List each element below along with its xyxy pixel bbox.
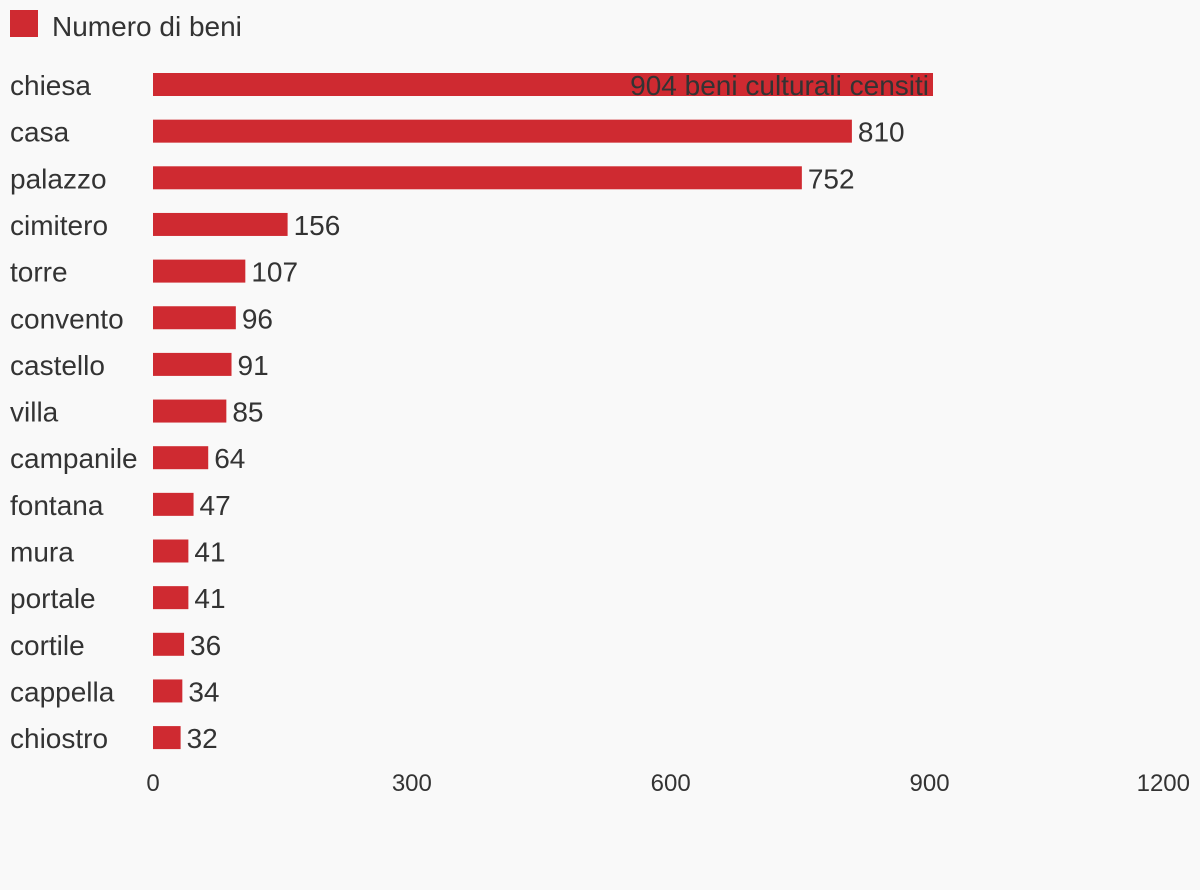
category-label-torre: torre — [10, 257, 68, 288]
category-label-mura: mura — [10, 537, 74, 568]
value-label-cortile: 36 — [190, 630, 221, 661]
bar-chiostro — [153, 726, 181, 750]
value-label-campanile: 64 — [214, 443, 245, 474]
bar-castello — [153, 352, 232, 376]
x-tick-label-1200: 1200 — [1137, 770, 1190, 797]
bar-campanile — [153, 446, 209, 470]
category-label-casa: casa — [10, 117, 70, 148]
x-tick-label-600: 600 — [651, 770, 691, 797]
legend-label: Numero di beni — [52, 11, 242, 42]
legend: Numero di beni — [10, 10, 242, 42]
legend-swatch — [10, 10, 38, 37]
category-label-campanile: campanile — [10, 443, 138, 474]
value-label-torre: 107 — [251, 257, 298, 288]
x-tick-label-0: 0 — [146, 770, 159, 797]
bar-fontana — [153, 492, 194, 516]
value-label-villa: 85 — [232, 397, 263, 428]
bar-cappella — [153, 679, 183, 703]
x-tick-label-900: 900 — [910, 770, 950, 797]
value-label-portale: 41 — [194, 583, 225, 614]
value-label-chiesa: 904 beni culturali censiti — [630, 70, 929, 101]
bar-mura — [153, 539, 189, 563]
value-label-castello: 91 — [238, 350, 269, 381]
bar-portale — [153, 586, 189, 610]
bar-convento — [153, 306, 236, 330]
bar-cimitero — [153, 212, 288, 236]
bar-casa — [153, 119, 852, 143]
value-label-chiostro: 32 — [187, 723, 218, 754]
bar-cortile — [153, 632, 185, 656]
category-label-fontana: fontana — [10, 490, 104, 521]
category-label-cappella: cappella — [10, 676, 115, 707]
x-axis-tick-labels: 0 300 600 900 1200 — [146, 770, 1190, 797]
value-label-convento: 96 — [242, 303, 273, 334]
x-tick-label-300: 300 — [392, 770, 432, 797]
category-label-convento: convento — [10, 303, 124, 334]
bar-chiesa — [153, 73, 933, 96]
category-label-chiostro: chiostro — [10, 723, 108, 754]
bar-palazzo — [153, 166, 802, 190]
category-labels: chiesa casa palazzo cimitero torre convento ca… — [10, 70, 138, 754]
value-label-cimitero: 156 — [294, 210, 341, 241]
value-label-mura: 41 — [194, 537, 225, 568]
bar-villa — [153, 399, 227, 423]
bar-torre — [153, 259, 246, 283]
value-label-casa: 810 — [858, 117, 905, 148]
category-label-portale: portale — [10, 583, 96, 614]
value-label-palazzo: 752 — [808, 163, 855, 194]
category-label-cimitero: cimitero — [10, 210, 108, 241]
value-label-fontana: 47 — [200, 490, 231, 521]
category-label-cortile: cortile — [10, 630, 85, 661]
category-label-palazzo: palazzo — [10, 163, 107, 194]
category-label-villa: villa — [10, 397, 59, 428]
category-label-castello: castello — [10, 350, 105, 381]
bars — [153, 73, 933, 750]
value-label-cappella: 34 — [188, 676, 219, 707]
category-label-chiesa: chiesa — [10, 70, 91, 101]
